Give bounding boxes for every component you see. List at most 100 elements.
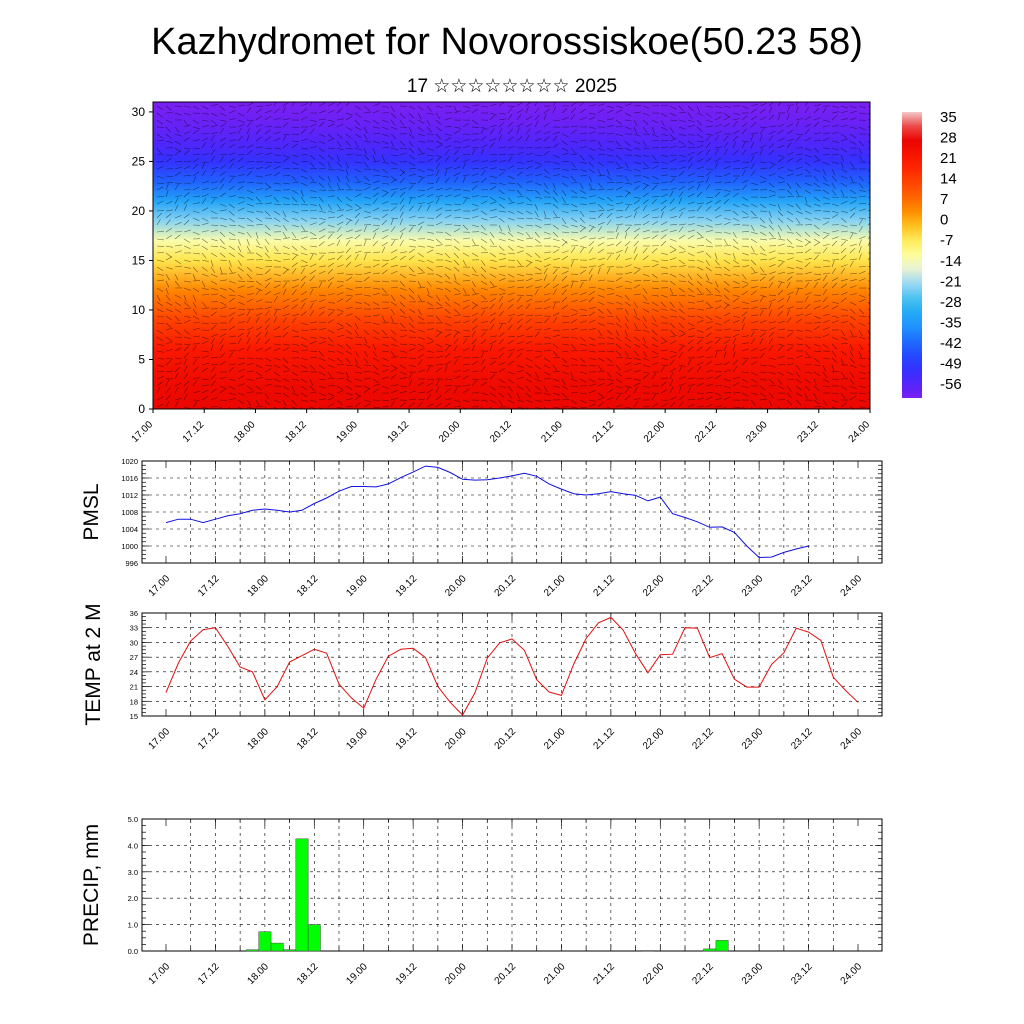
barb-stroke — [516, 196, 525, 198]
barb-stroke — [543, 223, 551, 226]
barb-stroke — [642, 112, 650, 116]
heatmap-xtick-label: 20.12 — [488, 419, 514, 445]
barb-stroke — [417, 140, 425, 143]
barb-stroke — [678, 111, 687, 114]
barb-stroke — [453, 217, 462, 219]
barb-stroke — [579, 227, 586, 233]
barb-stroke — [516, 245, 524, 249]
barb-stroke — [786, 173, 794, 177]
xtick-label: 18.00 — [246, 573, 272, 599]
barb-stroke — [597, 140, 602, 148]
barb-stroke — [255, 231, 259, 239]
barb-stroke — [300, 196, 306, 203]
barb-stroke — [543, 113, 547, 121]
barb-stroke — [408, 238, 416, 241]
barb-stroke — [813, 241, 820, 247]
barb-stroke — [750, 134, 754, 142]
barb-stroke — [336, 175, 341, 183]
barb-stroke — [678, 223, 686, 226]
ytick-label: 15 — [130, 712, 138, 721]
barb-stroke — [840, 154, 844, 162]
xtick-label: 17.00 — [147, 961, 173, 987]
barb-stroke — [507, 114, 513, 121]
barb-stroke — [516, 102, 523, 107]
barb-stroke — [660, 252, 668, 255]
barb-stroke — [687, 193, 695, 198]
barb-stroke — [390, 119, 396, 126]
barb-stroke — [597, 147, 605, 152]
barb-stroke — [300, 245, 307, 251]
barb-stroke — [426, 174, 434, 177]
barb-stroke — [435, 126, 442, 132]
barb-stroke — [543, 203, 552, 205]
barb-stroke — [372, 147, 376, 155]
barb-stroke — [372, 140, 380, 144]
barb-stroke — [534, 189, 541, 195]
barb-stroke — [696, 126, 703, 132]
ytick-label: 4.0 — [128, 841, 138, 850]
barb-stroke — [372, 154, 376, 162]
barb-stroke — [453, 176, 459, 184]
barb-stroke — [516, 202, 524, 205]
barb-stroke — [858, 217, 866, 220]
barb-stroke — [300, 203, 308, 206]
barb-stroke — [399, 119, 405, 127]
ytick-label: 27 — [130, 653, 138, 662]
barb-stroke — [372, 224, 380, 227]
barb-stroke — [255, 108, 262, 114]
barb-stroke — [219, 238, 225, 245]
barb-stroke — [291, 154, 299, 157]
barb-stroke — [345, 229, 353, 233]
barb-stroke — [543, 210, 547, 218]
barb-stroke — [858, 208, 866, 212]
barb-stroke — [687, 229, 695, 233]
barb-stroke — [309, 203, 317, 206]
barb-stroke — [444, 144, 452, 149]
barb-stroke — [246, 102, 254, 107]
barb-stroke — [579, 108, 586, 114]
barb-stroke — [516, 151, 524, 156]
barb-stroke — [831, 114, 838, 121]
barb-stroke — [570, 259, 579, 261]
barb-stroke — [831, 105, 839, 108]
barb-stroke — [318, 110, 326, 114]
barb-stroke — [390, 206, 397, 212]
precip-bar — [258, 931, 272, 952]
barb-stroke — [831, 196, 840, 198]
barb-stroke — [795, 196, 804, 198]
barb-stroke — [498, 168, 506, 171]
barb-stroke — [192, 119, 200, 125]
barb-stroke — [192, 217, 200, 222]
barb-stroke — [192, 259, 200, 262]
barb-stroke — [273, 203, 282, 206]
barb-stroke — [345, 116, 353, 121]
barb-stroke — [453, 194, 461, 198]
barb-stroke — [426, 249, 434, 254]
barb-stroke — [705, 252, 712, 259]
barb-stroke — [336, 251, 344, 254]
barb-stroke — [831, 131, 839, 135]
barb-stroke — [444, 244, 452, 247]
barb-stroke — [660, 221, 668, 226]
barb-stroke — [759, 175, 767, 180]
barb-stroke — [570, 102, 578, 107]
xtick-label: 18.00 — [246, 961, 272, 987]
barb-stroke — [201, 105, 209, 110]
barb-stroke — [291, 167, 299, 170]
barb-stroke — [237, 135, 244, 142]
barb-stroke — [624, 241, 631, 247]
barb-stroke — [543, 168, 550, 175]
barb-stroke — [219, 209, 227, 212]
barb-stroke — [444, 252, 451, 259]
barb-stroke — [867, 240, 870, 247]
barb-stroke — [156, 147, 162, 154]
xtick-label: 17.12 — [196, 573, 222, 599]
barb-stroke — [813, 238, 821, 243]
barb-stroke — [192, 231, 200, 235]
barb-stroke — [633, 253, 638, 261]
barb-stroke — [633, 140, 641, 145]
barb-stroke — [219, 252, 226, 258]
barb-stroke — [570, 231, 579, 234]
barb-stroke — [768, 161, 776, 165]
barb-stroke — [426, 193, 434, 198]
